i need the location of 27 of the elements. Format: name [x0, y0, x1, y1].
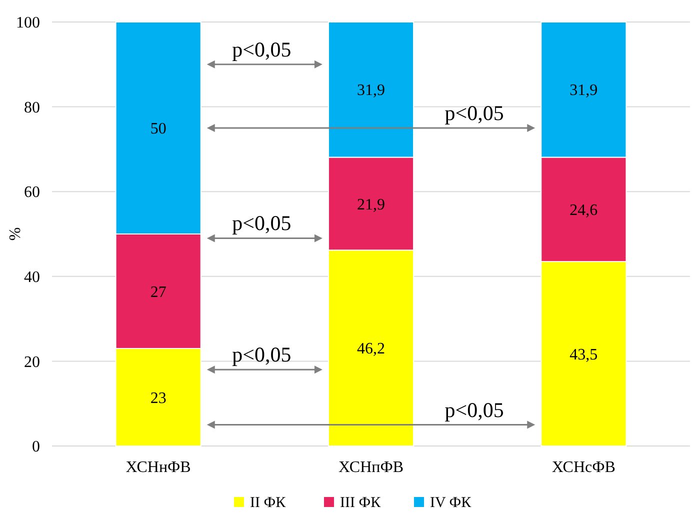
annotation: p<0,05 [232, 37, 292, 62]
annotation: p<0,05 [232, 211, 292, 236]
y-tick-label: 60 [24, 184, 40, 202]
annotation: p<0,05 [232, 342, 292, 367]
annotation: p<0,05 [444, 101, 504, 125]
y-tick-label: 0 [32, 438, 40, 456]
annotation: p<0,05 [444, 398, 504, 422]
data-label: 46,2 [357, 340, 385, 358]
legend-label: III ФК [340, 495, 382, 511]
y-axis-title: % [7, 227, 24, 241]
y-tick-label: 40 [24, 269, 40, 286]
data-label: 43,5 [570, 346, 598, 364]
legend-label: II ФК [250, 495, 287, 511]
x-tick-label: ХСНпФВ [338, 459, 404, 476]
data-label: 21,9 [357, 196, 385, 214]
data-label: 50 [150, 120, 166, 138]
data-label: 27 [150, 284, 166, 301]
data-label: 24,6 [570, 202, 598, 220]
y-tick-label: 100 [16, 14, 40, 32]
x-tick-label: ХСНсФВ [552, 459, 616, 476]
legend-label: IV ФК [430, 495, 472, 511]
data-label: 31,9 [357, 82, 385, 100]
y-tick-label: 80 [24, 99, 40, 116]
data-label: 23 [150, 390, 166, 407]
x-tick-label: ХСНнФВ [126, 459, 191, 476]
data-label: 31,9 [570, 82, 598, 100]
y-tick-label: 20 [24, 354, 40, 371]
